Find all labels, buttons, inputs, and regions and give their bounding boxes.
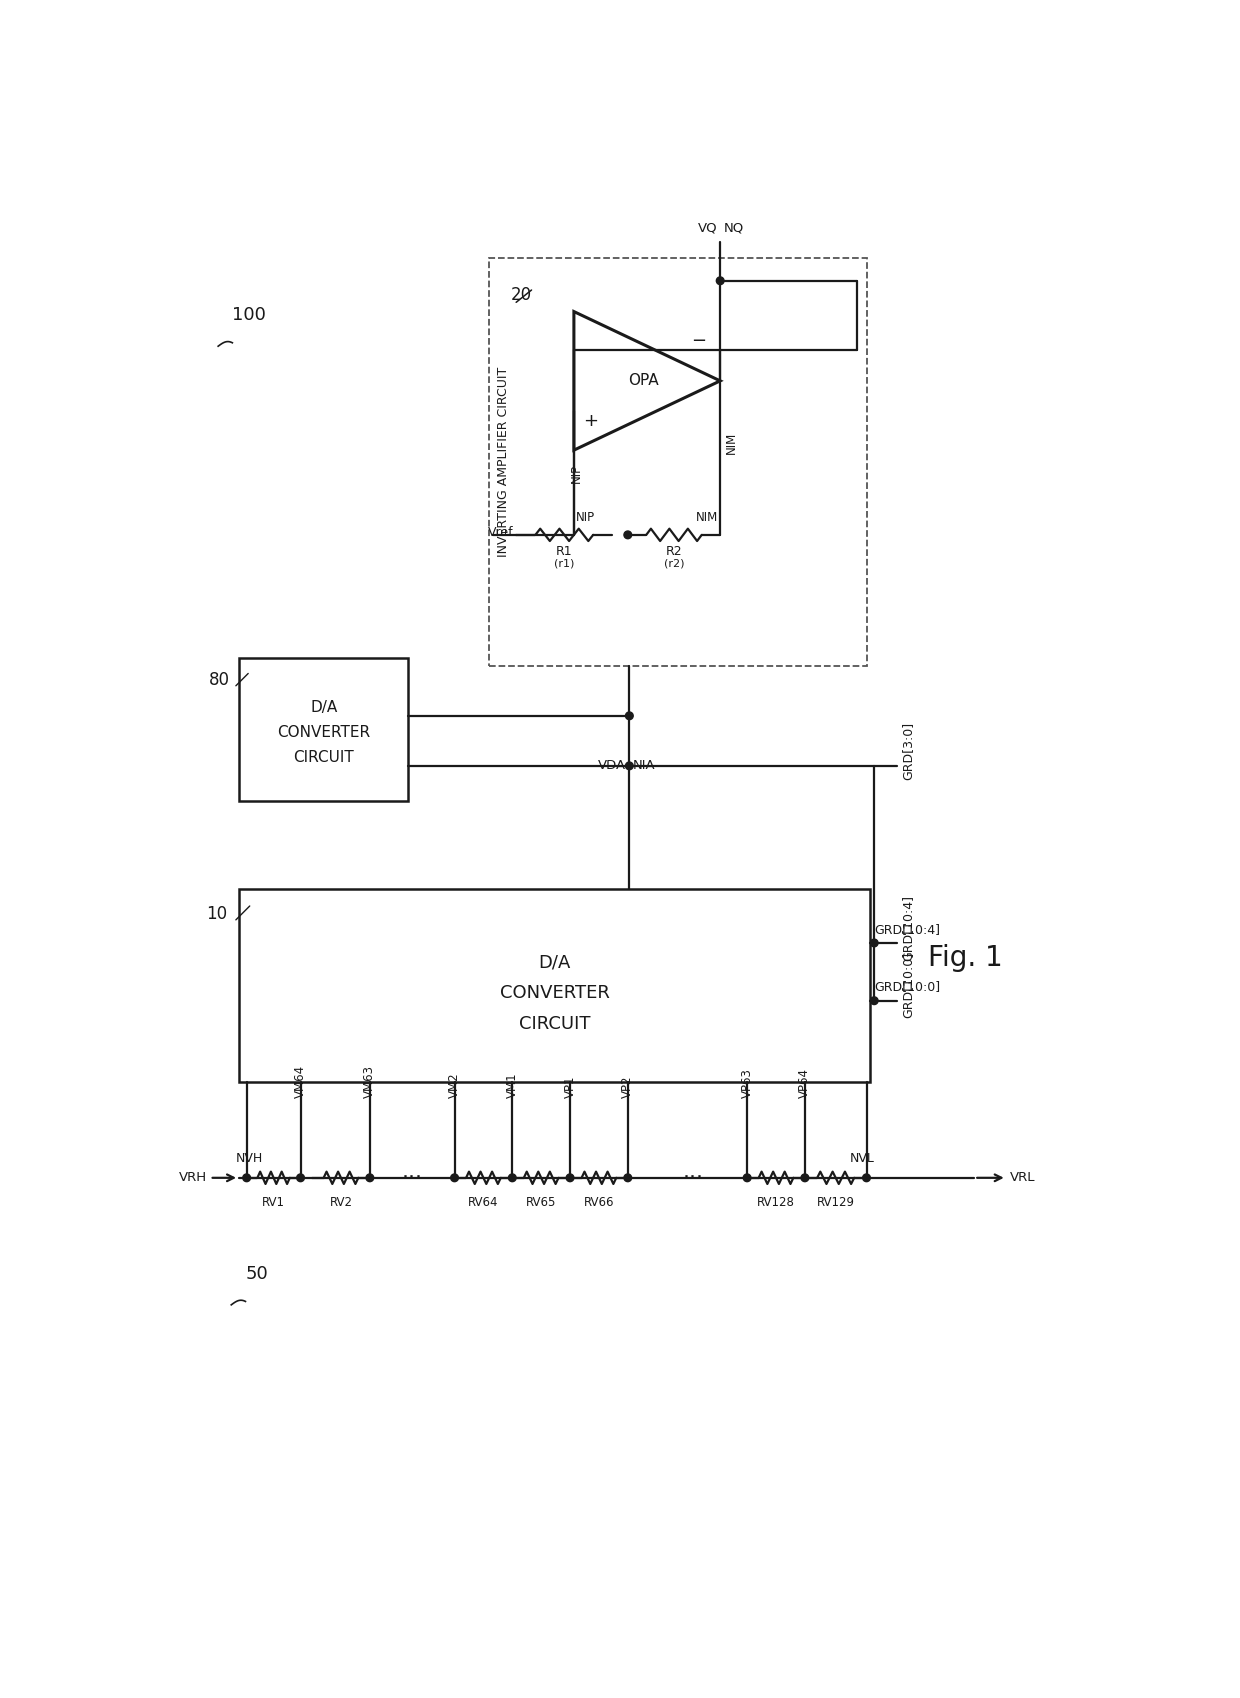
Text: D/A: D/A [310, 700, 337, 715]
Circle shape [243, 1173, 250, 1182]
Text: CIRCUIT: CIRCUIT [294, 751, 355, 766]
Circle shape [567, 1173, 574, 1182]
Text: 100: 100 [232, 306, 265, 324]
Text: CONVERTER: CONVERTER [500, 985, 610, 1002]
Text: NIM: NIM [696, 511, 718, 525]
Text: (r1): (r1) [554, 559, 574, 569]
Text: R2: R2 [666, 545, 682, 559]
Text: VM64: VM64 [294, 1065, 308, 1099]
Text: ···: ··· [402, 1168, 423, 1189]
Text: INVERTING AMPLIFIER CIRCUIT: INVERTING AMPLIFIER CIRCUIT [496, 367, 510, 557]
Text: CONVERTER: CONVERTER [277, 725, 371, 740]
Text: RV2: RV2 [330, 1195, 352, 1209]
Text: D/A: D/A [538, 953, 570, 971]
Text: RV64: RV64 [469, 1195, 498, 1209]
Text: VRH: VRH [179, 1172, 207, 1184]
Text: VP1: VP1 [563, 1077, 577, 1099]
Circle shape [366, 1173, 373, 1182]
Circle shape [296, 1173, 304, 1182]
Text: GRD[10:0]: GRD[10:0] [901, 953, 914, 1019]
Text: RV66: RV66 [584, 1195, 614, 1209]
Circle shape [870, 939, 878, 947]
Text: VQ: VQ [697, 222, 717, 234]
Text: NIP: NIP [577, 511, 595, 525]
Circle shape [801, 1173, 808, 1182]
Text: GRD[3:0]: GRD[3:0] [901, 722, 914, 779]
Text: R1: R1 [556, 545, 573, 559]
Text: Vref: Vref [487, 526, 513, 538]
Circle shape [624, 1173, 631, 1182]
Text: ···: ··· [683, 1168, 704, 1189]
Bar [239, 659, 408, 800]
Text: 10: 10 [206, 905, 227, 922]
Text: VDA: VDA [598, 759, 626, 773]
Text: NQ: NQ [723, 222, 744, 234]
Text: 80: 80 [208, 671, 229, 689]
Text: RV129: RV129 [817, 1195, 854, 1209]
Text: VRL: VRL [1009, 1172, 1035, 1184]
Text: VP64: VP64 [799, 1068, 811, 1099]
Text: OPA: OPA [627, 374, 658, 389]
Text: RV128: RV128 [758, 1195, 795, 1209]
Text: −: − [691, 331, 707, 350]
Circle shape [508, 1173, 516, 1182]
Circle shape [450, 1173, 459, 1182]
Text: (r2): (r2) [663, 559, 684, 569]
Circle shape [625, 762, 634, 769]
Circle shape [625, 711, 634, 720]
Text: NVH: NVH [236, 1151, 263, 1165]
Text: RV1: RV1 [262, 1195, 285, 1209]
Circle shape [863, 1173, 870, 1182]
Text: VP2: VP2 [621, 1077, 635, 1099]
Text: Fig. 1: Fig. 1 [928, 944, 1003, 973]
Circle shape [870, 997, 878, 1005]
Text: NIP: NIP [569, 464, 583, 482]
Circle shape [717, 277, 724, 285]
Bar [490, 258, 867, 666]
Text: GRD[10:4]: GRD[10:4] [901, 895, 914, 961]
Bar [239, 890, 870, 1082]
Text: +: + [583, 413, 599, 430]
Text: VP63: VP63 [740, 1068, 754, 1099]
Text: NIA: NIA [632, 759, 655, 773]
Text: VM63: VM63 [363, 1066, 377, 1099]
Text: GRD[10:4]: GRD[10:4] [874, 922, 940, 936]
Text: VM2: VM2 [448, 1073, 461, 1099]
Circle shape [624, 531, 631, 538]
Text: 50: 50 [246, 1265, 268, 1284]
Text: GRD[10:0]: GRD[10:0] [874, 980, 940, 993]
Text: NVL: NVL [851, 1151, 875, 1165]
Circle shape [743, 1173, 751, 1182]
Text: CIRCUIT: CIRCUIT [518, 1015, 590, 1032]
Text: 20: 20 [511, 285, 532, 304]
Text: VM1: VM1 [506, 1073, 518, 1099]
Text: RV65: RV65 [526, 1195, 557, 1209]
Text: NIM: NIM [724, 431, 738, 453]
